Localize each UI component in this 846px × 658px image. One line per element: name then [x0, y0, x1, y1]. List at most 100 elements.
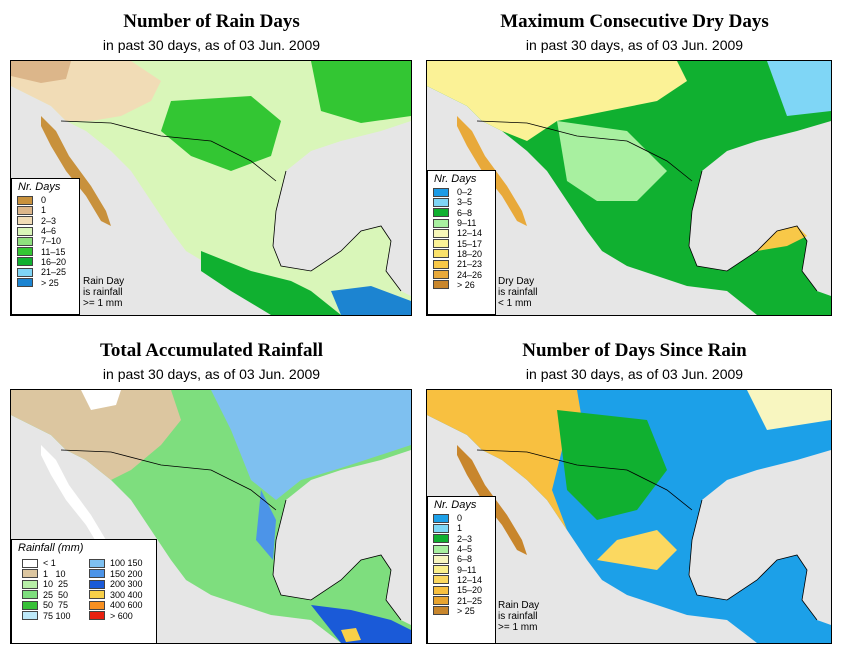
- legend-item: 4–5: [428, 544, 495, 554]
- legend-title: Nr. Days: [434, 173, 477, 185]
- legend-label: 21–25: [41, 267, 67, 278]
- land-region-light: [747, 390, 831, 430]
- coastline: [688, 499, 818, 621]
- legend-max-dry-days: Nr. Days 0–2 3–5 6–8 9–11 12–14 15–17 18…: [427, 170, 496, 315]
- baja-peninsula: [41, 116, 111, 226]
- map-note: Dry Day is rainfall < 1 mm: [498, 276, 537, 309]
- legend-swatch: [17, 267, 33, 277]
- land-region-wet-east: [767, 61, 831, 116]
- legend-column-left: < 1 1 10 10 25 25 50 50 75 75 100: [17, 558, 83, 621]
- land-region-very-wet: [331, 286, 411, 315]
- legend-swatch: [433, 218, 449, 228]
- legend-title: Rainfall (mm): [18, 542, 84, 554]
- legend-item: 4–6: [12, 226, 79, 236]
- legend-label: 21–25: [457, 595, 483, 606]
- legend-label: 1: [41, 205, 47, 216]
- legend-label: 4–5: [457, 544, 473, 555]
- legend-title: Nr. Days: [18, 181, 61, 193]
- legend-item: > 26: [428, 280, 495, 290]
- legend-column-right: 100 150 150 200 200 300 300 400 400 600 …: [84, 558, 150, 621]
- legend-label: > 26: [457, 279, 475, 290]
- legend-swatch: [433, 280, 449, 290]
- legend-item: 50 75: [17, 600, 83, 611]
- coastline: [272, 499, 402, 621]
- panel-max-dry-days: Maximum Consecutive Dry Days in past 30 …: [423, 0, 846, 330]
- land-region-desert: [11, 61, 71, 83]
- land-region-nodata: [81, 390, 121, 410]
- legend-swatch: [433, 239, 449, 249]
- coastline: [272, 170, 402, 292]
- map-total-rainfall: [10, 389, 412, 644]
- legend-item: 18–20: [428, 249, 495, 259]
- note-line: is rainfall: [83, 287, 123, 298]
- legend-item: 15–20: [428, 585, 495, 595]
- legend-label: 1 10: [43, 568, 66, 579]
- legend-label: 6–8: [457, 207, 473, 218]
- legend-swatch: [433, 208, 449, 218]
- legend-label: < 1: [43, 558, 56, 569]
- land-mass: [11, 61, 411, 315]
- panel-title: Number of Days Since Rain: [522, 340, 747, 361]
- legend-label: 400 600: [110, 600, 143, 611]
- note-line: < 1 mm: [498, 298, 532, 309]
- legend-item: 1: [12, 205, 79, 215]
- legend-label: 4–6: [41, 226, 57, 237]
- land-region-south-wet: [311, 605, 411, 643]
- border-line: [476, 449, 693, 511]
- legend-title: Nr. Days: [434, 499, 477, 511]
- legend-label: 11–15: [41, 246, 66, 257]
- panel-title: Total Accumulated Rainfall: [99, 340, 324, 361]
- legend-label: 7–10: [41, 236, 62, 247]
- legend-item: 300 400: [84, 590, 150, 601]
- legend-swatch: [433, 197, 449, 207]
- legend-item: 1: [428, 523, 495, 533]
- legend-item: 10 25: [17, 579, 83, 590]
- legend-label: 75 100: [43, 610, 71, 621]
- legend-item: 75 100: [17, 611, 83, 622]
- legend-swatch: [433, 249, 449, 259]
- legend-rain-days: Nr. Days 0 1 2–3 4–6 7–10 11–15 16–20 21…: [11, 178, 80, 315]
- legend-item: 150 200: [84, 569, 150, 580]
- border-line: [476, 120, 693, 182]
- legend-item: 400 600: [84, 600, 150, 611]
- legend-label: 2–3: [457, 533, 473, 544]
- legend-swatch: [22, 600, 38, 610]
- legend-swatch: [433, 513, 449, 523]
- land-region-south: [597, 530, 677, 570]
- legend-swatch: [433, 187, 449, 197]
- legend-swatch: [433, 554, 449, 564]
- legend-swatch: [433, 259, 449, 269]
- legend-label: > 25: [457, 605, 475, 616]
- land-region-south: [201, 251, 341, 315]
- land-region-moderate: [557, 121, 667, 201]
- legend-item: 6–8: [428, 208, 495, 218]
- legend-item: 9–11: [428, 564, 495, 575]
- legend-label: 0: [41, 195, 47, 206]
- land-region-dry: [427, 390, 582, 530]
- legend-swatch: [89, 558, 105, 568]
- legend-label: 200 300: [110, 579, 143, 590]
- legend-label: 15–17: [457, 238, 483, 249]
- legend-swatch: [433, 534, 449, 544]
- legend-item: 2–3: [428, 534, 495, 544]
- legend-item: < 1: [17, 558, 83, 569]
- legend-item: > 600: [84, 611, 150, 622]
- legend-label: 25 50: [43, 589, 69, 600]
- legend-item: 0: [12, 195, 79, 205]
- legend-swatch: [89, 569, 105, 579]
- border-line: [60, 449, 277, 511]
- panel-title: Maximum Consecutive Dry Days: [500, 11, 769, 32]
- land-region-wet-east: [311, 61, 411, 123]
- map-canvas: [11, 390, 411, 643]
- legend-swatch: [17, 216, 33, 226]
- yucatan-dry: [757, 226, 807, 251]
- legend-item: 0–2: [428, 187, 495, 197]
- legend-label: 2–3: [41, 215, 57, 226]
- legend-label: 10 25: [43, 579, 69, 590]
- legend-swatch: [22, 558, 38, 568]
- legend-item: > 25: [428, 606, 495, 616]
- land-region-dry: [427, 61, 687, 141]
- panel-subtitle: in past 30 days, as of 03 Jun. 2009: [102, 366, 321, 382]
- coastline: [688, 170, 818, 292]
- panel-total-rainfall: Total Accumulated Rainfall in past 30 da…: [0, 330, 423, 658]
